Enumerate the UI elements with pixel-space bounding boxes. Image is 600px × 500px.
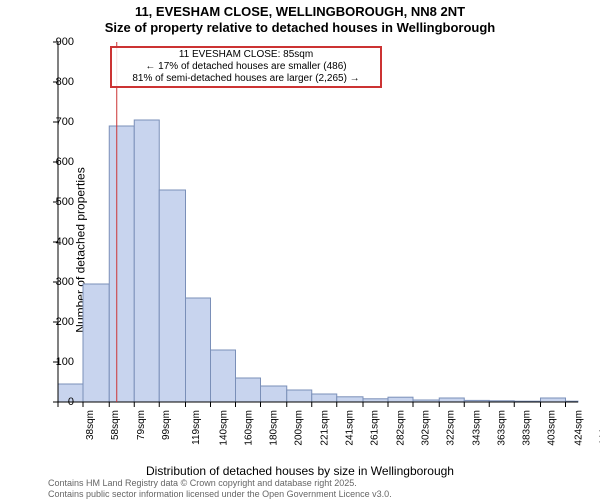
y-tick-label: 600 bbox=[44, 156, 74, 168]
x-tick-label: 119sqm bbox=[191, 410, 202, 445]
annotation-line2: ← 17% of detached houses are smaller (48… bbox=[116, 61, 376, 73]
y-tick-label: 500 bbox=[44, 196, 74, 208]
x-tick-label: 322sqm bbox=[446, 410, 457, 446]
attribution-line2: Contains public sector information licen… bbox=[48, 489, 392, 500]
chart-title-line2: Size of property relative to detached ho… bbox=[0, 20, 600, 35]
x-tick-label: 403sqm bbox=[547, 410, 558, 446]
y-tick-label: 400 bbox=[44, 236, 74, 248]
histogram-bar bbox=[261, 386, 287, 402]
y-tick-label: 800 bbox=[44, 76, 74, 88]
histogram-bar bbox=[388, 397, 413, 402]
chart-container: 11, EVESHAM CLOSE, WELLINGBOROUGH, NN8 2… bbox=[0, 0, 600, 500]
x-tick-label: 383sqm bbox=[522, 410, 533, 446]
x-tick-label: 140sqm bbox=[218, 410, 229, 446]
x-tick-label: 58sqm bbox=[110, 410, 121, 440]
y-tick-label: 100 bbox=[44, 356, 74, 368]
x-tick-label: 79sqm bbox=[136, 410, 147, 440]
x-tick-label: 302sqm bbox=[421, 410, 432, 446]
x-tick-label: 261sqm bbox=[369, 410, 380, 446]
histogram-bar bbox=[541, 398, 566, 402]
x-tick-label: 38sqm bbox=[85, 410, 96, 440]
histogram-bar bbox=[312, 394, 337, 402]
chart-title-line1: 11, EVESHAM CLOSE, WELLINGBOROUGH, NN8 2… bbox=[0, 4, 600, 19]
histogram-bar bbox=[439, 398, 464, 402]
histogram-bar bbox=[186, 298, 211, 402]
x-axis-label: Distribution of detached houses by size … bbox=[0, 464, 600, 478]
x-tick-label: 99sqm bbox=[161, 410, 172, 440]
x-tick-label: 363sqm bbox=[497, 410, 508, 446]
histogram-bar bbox=[109, 126, 134, 402]
plot-area: 11 EVESHAM CLOSE: 85sqm ← 17% of detache… bbox=[58, 42, 578, 402]
x-tick-label: 200sqm bbox=[293, 410, 304, 446]
attribution: Contains HM Land Registry data © Crown c… bbox=[48, 478, 392, 500]
x-tick-label: 180sqm bbox=[268, 410, 279, 446]
x-tick-label: 241sqm bbox=[344, 410, 355, 446]
x-tick-label: 221sqm bbox=[319, 410, 330, 446]
histogram-bar bbox=[236, 378, 261, 402]
x-tick-label: 424sqm bbox=[573, 410, 584, 446]
histogram-bar bbox=[337, 397, 363, 402]
histogram-bar bbox=[211, 350, 236, 402]
x-tick-label: 160sqm bbox=[243, 410, 254, 446]
y-tick-label: 300 bbox=[44, 276, 74, 288]
attribution-line1: Contains HM Land Registry data © Crown c… bbox=[48, 478, 392, 489]
histogram-bar bbox=[83, 284, 109, 402]
y-tick-label: 700 bbox=[44, 116, 74, 128]
histogram-bar bbox=[287, 390, 312, 402]
histogram-bar bbox=[134, 120, 159, 402]
histogram-svg bbox=[58, 42, 578, 402]
y-tick-label: 0 bbox=[44, 396, 74, 408]
annotation-line3: 81% of semi-detached houses are larger (… bbox=[116, 73, 376, 85]
y-tick-label: 200 bbox=[44, 316, 74, 328]
y-tick-label: 900 bbox=[44, 36, 74, 48]
annotation-line1: 11 EVESHAM CLOSE: 85sqm bbox=[116, 49, 376, 61]
annotation-box: 11 EVESHAM CLOSE: 85sqm ← 17% of detache… bbox=[110, 46, 382, 88]
x-tick-label: 343sqm bbox=[472, 410, 483, 446]
x-tick-label: 282sqm bbox=[396, 410, 407, 446]
histogram-bar bbox=[159, 190, 185, 402]
